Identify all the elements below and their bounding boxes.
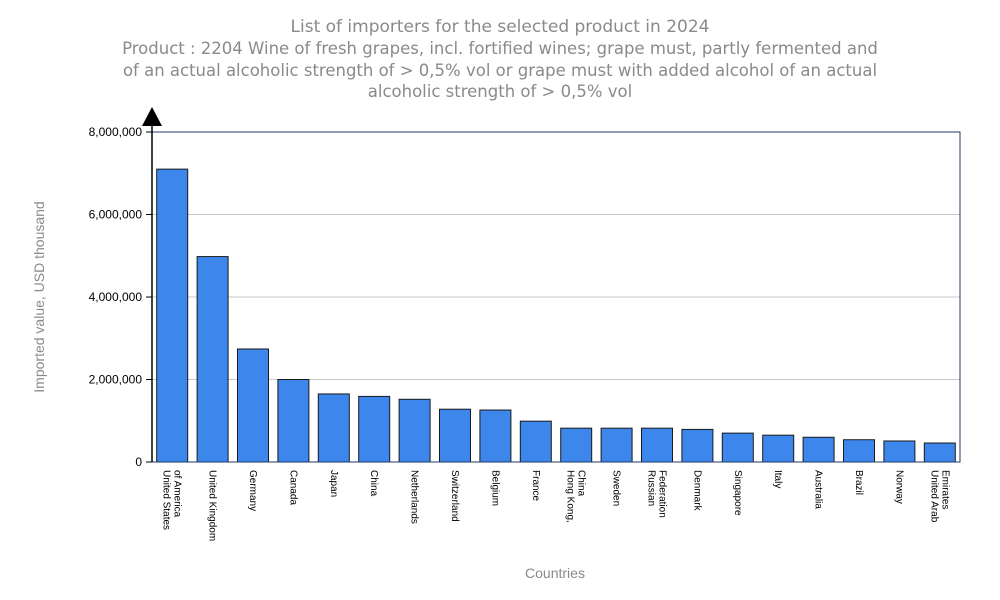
x-category-label: China [368,470,379,497]
x-category-label: Sweden [611,470,622,506]
bar[interactable] [883,440,916,463]
x-category-labels: United States of America United Kingdom Ger… [161,470,951,541]
y-tick-label: 4,000,000 [89,290,143,304]
x-category-label: United States [161,470,172,530]
bar[interactable] [923,442,956,463]
y-axis-title: Imported value, USD thousand [31,201,47,392]
y-tick-label: 0 [135,455,142,469]
x-category-label: Switzerland [449,470,460,522]
y-tick-label: 6,000,000 [89,208,143,222]
y-axis-arrow-icon [142,107,162,126]
x-category-label: Australia [813,470,824,509]
x-category-label: Hong Kong, [565,470,576,523]
x-category-label: Emirates [939,470,950,509]
bars [156,168,956,463]
x-category-label: United Arab [928,470,939,523]
bar[interactable] [843,439,875,463]
bar[interactable] [802,436,835,463]
bar[interactable] [237,348,269,463]
x-category-label: United Kingdom [207,470,218,541]
bar[interactable] [600,427,633,463]
bar[interactable] [641,427,673,463]
chart-subtitle: Product : 2204 Wine of fresh grapes, inc… [122,39,878,101]
bar[interactable] [398,398,431,463]
bar[interactable] [560,427,593,463]
chart-title: List of importers for the selected produ… [290,17,710,37]
axes [142,107,961,463]
x-category-label: Belgium [489,470,500,506]
y-tick-label: 8,000,000 [89,125,143,139]
bar[interactable] [762,434,795,463]
bar[interactable] [439,408,471,463]
x-category-label: Germany [247,470,258,511]
x-category-label: Canada [287,470,298,505]
bar[interactable] [479,409,512,463]
bar[interactable] [681,428,714,463]
y-tick-label: 2,000,000 [89,373,143,387]
x-category-label: Norway [893,470,904,504]
bar[interactable] [358,395,391,463]
x-category-label: Netherlands [409,470,420,524]
y-tick-labels: 0 2,000,000 4,000,000 6,000,000 8,000,000 [89,125,143,469]
x-category-label: Brazil [853,470,864,495]
x-category-label: Japan [328,470,339,497]
x-category-label: Italy [772,470,783,488]
x-category-label: France [530,470,541,502]
bar[interactable] [721,432,754,463]
bar[interactable] [156,168,189,463]
bar[interactable] [317,393,350,463]
bar[interactable] [519,420,552,463]
x-category-label: Denmark [691,470,702,512]
chart-title-block: List of importers for the selected produ… [50,16,950,103]
x-category-label: Russian [646,470,657,506]
x-category-label: Federation [657,470,668,518]
bar[interactable] [196,256,229,463]
x-category-label: of America [172,470,183,518]
x-axis-title: Countries [525,565,585,581]
x-category-label: China [576,470,587,497]
x-category-label: Singapore [732,470,743,516]
bar[interactable] [277,379,310,463]
